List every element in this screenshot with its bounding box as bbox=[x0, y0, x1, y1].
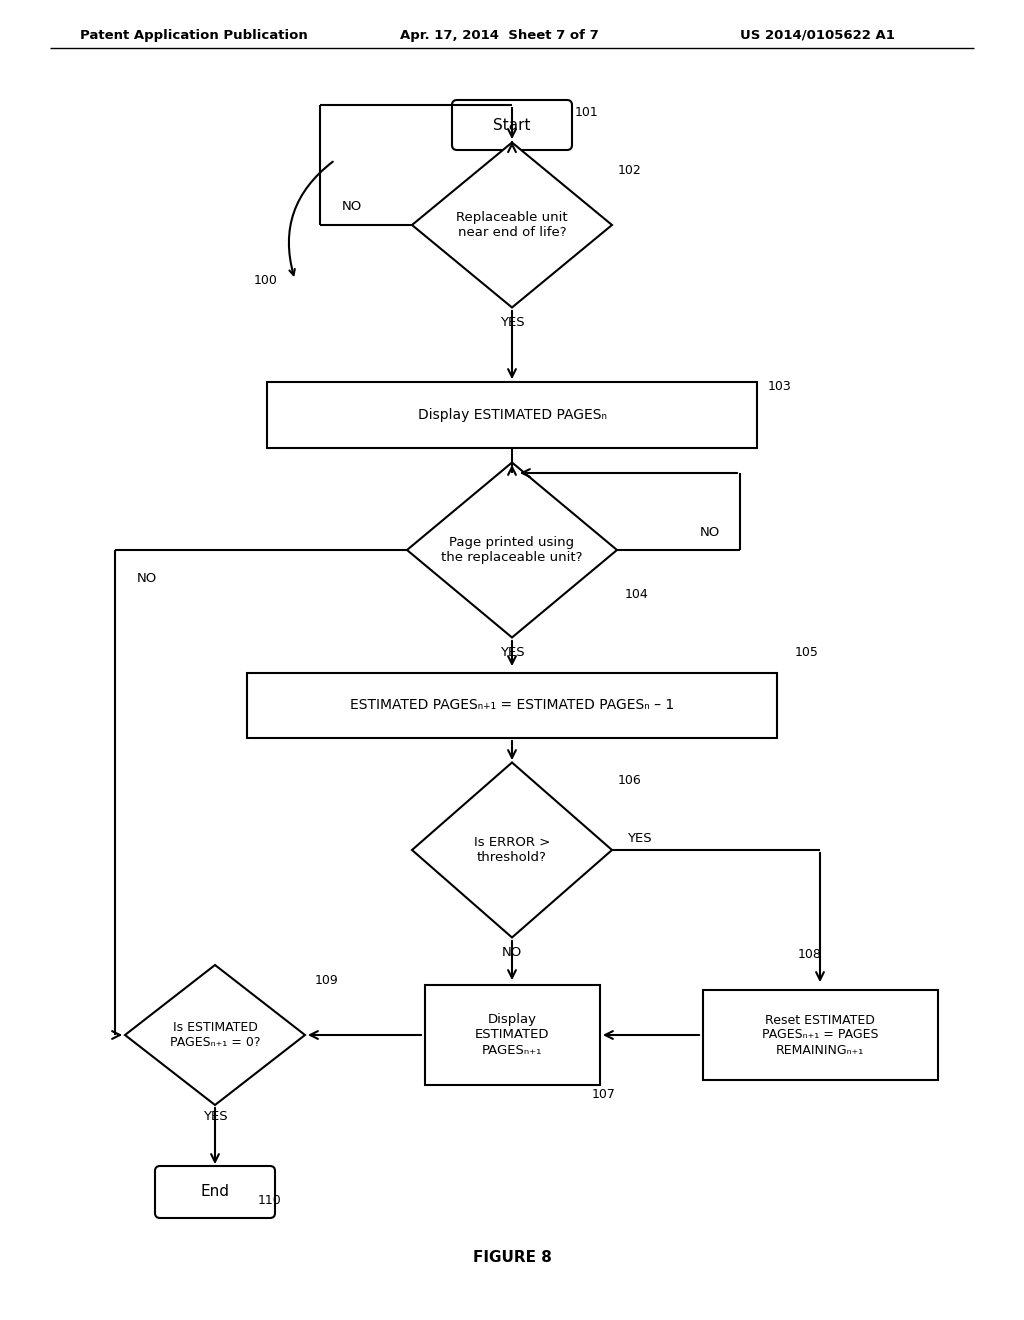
Text: 102: 102 bbox=[618, 164, 642, 177]
Text: End: End bbox=[201, 1184, 229, 1200]
Bar bbox=[425, 985, 599, 1085]
Text: YES: YES bbox=[500, 317, 524, 330]
Polygon shape bbox=[412, 763, 612, 937]
Text: Apr. 17, 2014  Sheet 7 of 7: Apr. 17, 2014 Sheet 7 of 7 bbox=[400, 29, 599, 41]
Text: Reset ESTIMATED
PAGESₙ₊₁ = PAGES
REMAININGₙ₊₁: Reset ESTIMATED PAGESₙ₊₁ = PAGES REMAINI… bbox=[762, 1014, 879, 1056]
Text: 104: 104 bbox=[625, 589, 649, 602]
Text: 100: 100 bbox=[254, 273, 278, 286]
Text: FIGURE 8: FIGURE 8 bbox=[472, 1250, 552, 1266]
Polygon shape bbox=[407, 462, 617, 638]
Text: US 2014/0105622 A1: US 2014/0105622 A1 bbox=[740, 29, 895, 41]
Text: Page printed using
the replaceable unit?: Page printed using the replaceable unit? bbox=[441, 536, 583, 564]
Text: 106: 106 bbox=[618, 774, 642, 787]
Text: 101: 101 bbox=[575, 107, 599, 120]
Text: Is ESTIMATED
PAGESₙ₊₁ = 0?: Is ESTIMATED PAGESₙ₊₁ = 0? bbox=[170, 1020, 260, 1049]
FancyBboxPatch shape bbox=[155, 1166, 275, 1218]
Text: NO: NO bbox=[137, 572, 158, 585]
Bar bbox=[267, 381, 757, 447]
Text: NO: NO bbox=[699, 525, 720, 539]
Text: YES: YES bbox=[203, 1110, 227, 1123]
Text: Display ESTIMATED PAGESₙ: Display ESTIMATED PAGESₙ bbox=[418, 408, 606, 422]
Bar bbox=[702, 990, 938, 1080]
Text: NO: NO bbox=[502, 946, 522, 960]
Text: YES: YES bbox=[500, 645, 524, 659]
Polygon shape bbox=[412, 143, 612, 308]
Text: 103: 103 bbox=[768, 380, 792, 393]
Text: 108: 108 bbox=[798, 949, 822, 961]
Bar bbox=[247, 672, 777, 738]
FancyBboxPatch shape bbox=[452, 100, 572, 150]
Text: YES: YES bbox=[627, 832, 651, 845]
Text: 109: 109 bbox=[315, 974, 339, 986]
Text: 110: 110 bbox=[258, 1193, 282, 1206]
Text: Is ERROR >
threshold?: Is ERROR > threshold? bbox=[474, 836, 550, 865]
Polygon shape bbox=[125, 965, 305, 1105]
Text: Start: Start bbox=[494, 117, 530, 132]
Text: Patent Application Publication: Patent Application Publication bbox=[80, 29, 308, 41]
Text: 107: 107 bbox=[592, 1089, 616, 1101]
Text: Replaceable unit
near end of life?: Replaceable unit near end of life? bbox=[456, 211, 568, 239]
Text: Display
ESTIMATED
PAGESₙ₊₁: Display ESTIMATED PAGESₙ₊₁ bbox=[475, 1014, 549, 1056]
Text: NO: NO bbox=[342, 201, 362, 214]
Text: 105: 105 bbox=[795, 647, 819, 660]
Text: ESTIMATED PAGESₙ₊₁ = ESTIMATED PAGESₙ – 1: ESTIMATED PAGESₙ₊₁ = ESTIMATED PAGESₙ – … bbox=[350, 698, 674, 711]
